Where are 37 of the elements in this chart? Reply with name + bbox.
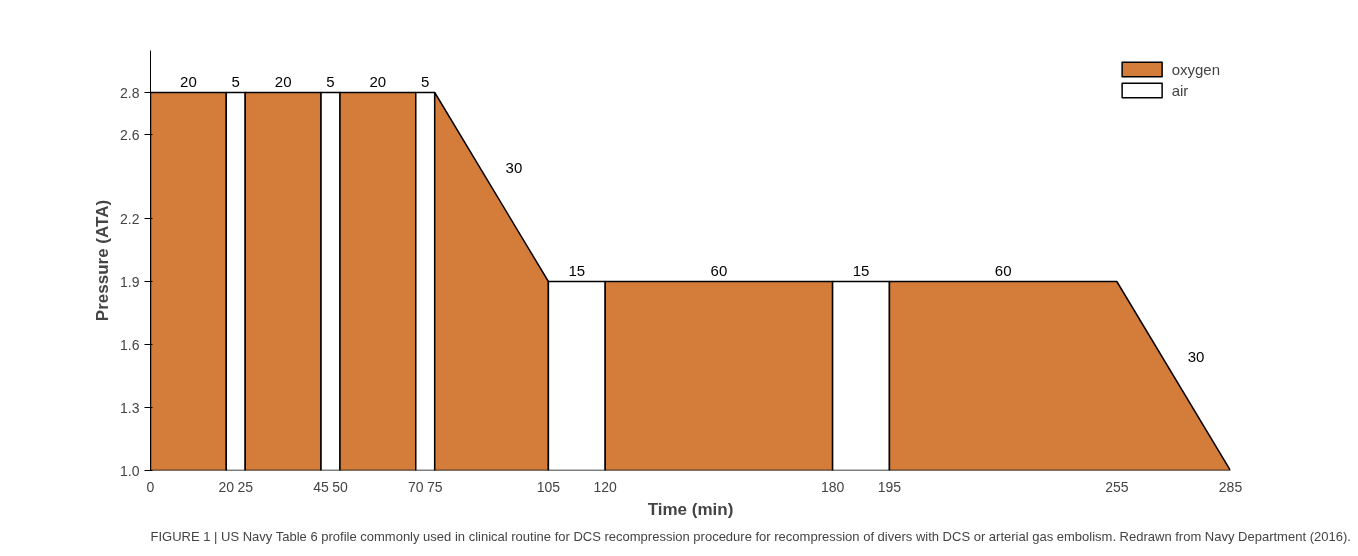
annotation: 60 <box>994 261 1012 279</box>
annotation: 20 <box>274 72 292 90</box>
y-tick-label: 1.6 <box>120 336 140 353</box>
y-tick-label: 2.2 <box>120 210 140 227</box>
x-tick-label: 180 <box>820 478 845 495</box>
x-tick-label: 105 <box>536 478 561 495</box>
legend-label: oxygen <box>1171 60 1220 78</box>
x-tick-label: 255 <box>1105 478 1129 495</box>
x-tick-label: 25 <box>237 478 254 495</box>
x-tick-label: 45 <box>313 478 330 495</box>
y-tick-label: 2.8 <box>120 84 140 101</box>
x-tick-label: 285 <box>1218 478 1243 495</box>
annotation: 30 <box>1187 348 1205 365</box>
x-axis-title: Time (min) <box>647 499 734 519</box>
y-tick-label: 1.0 <box>120 462 140 479</box>
y-tick-label: 2.6 <box>120 126 140 143</box>
annotation: 30 <box>505 159 523 176</box>
annotation: 15 <box>852 261 870 279</box>
legend-label: air <box>1171 81 1190 99</box>
annotation: 5 <box>231 72 240 90</box>
caption: FIGURE 1 | US Navy Table 6 profile commonly used in clinical routine for DCS recompression procedure for recompression of divers with DCS or arterial gas embolism. Redrawn from Navy Department (2016). <box>150 528 1351 544</box>
x-tick-label: 120 <box>593 478 618 495</box>
annotation: 20 <box>180 72 197 90</box>
x-tick-label: 195 <box>877 478 902 495</box>
annotation: 5 <box>421 72 430 90</box>
y-axis-title: Pressure (ATA) <box>93 199 113 322</box>
x-tick-label: 50 <box>332 478 348 495</box>
x-tick-label: 75 <box>426 478 443 495</box>
x-tick-label: 20 <box>218 478 235 495</box>
y-tick-label: 1.3 <box>120 399 140 416</box>
annotation: 5 <box>326 72 335 90</box>
y-tick-label: 1.9 <box>120 273 140 290</box>
annotation: 60 <box>710 261 728 279</box>
annotation: 20 <box>369 72 387 90</box>
annotation: 15 <box>568 261 586 279</box>
x-tick-label: 0 <box>146 478 155 495</box>
x-tick-label: 70 <box>407 478 424 495</box>
